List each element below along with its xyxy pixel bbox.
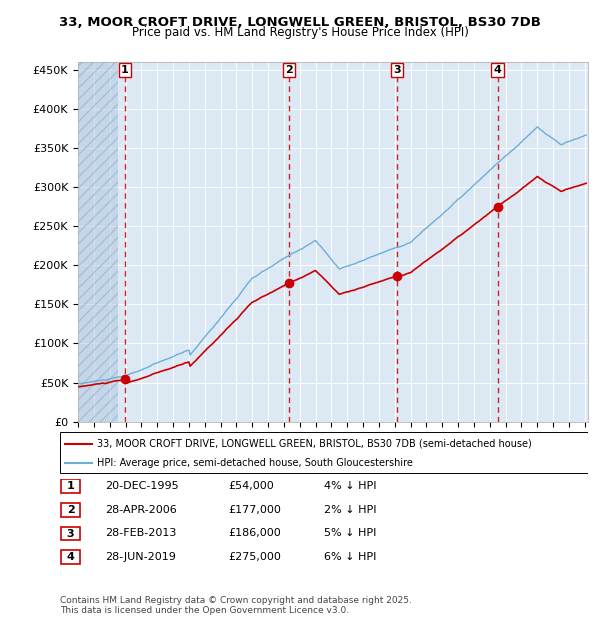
Text: £54,000: £54,000 <box>228 481 274 491</box>
Text: 3: 3 <box>67 528 74 539</box>
Text: 5% ↓ HPI: 5% ↓ HPI <box>324 528 376 538</box>
Text: 28-APR-2006: 28-APR-2006 <box>105 505 177 515</box>
FancyBboxPatch shape <box>60 432 588 474</box>
Text: 2: 2 <box>285 64 293 75</box>
Text: 2: 2 <box>67 505 74 515</box>
FancyBboxPatch shape <box>61 479 80 494</box>
Text: 1: 1 <box>67 481 74 492</box>
FancyBboxPatch shape <box>61 503 80 517</box>
Text: 20-DEC-1995: 20-DEC-1995 <box>105 481 179 491</box>
Bar <box>78 62 118 422</box>
Text: 2% ↓ HPI: 2% ↓ HPI <box>324 505 377 515</box>
Text: £177,000: £177,000 <box>228 505 281 515</box>
Text: HPI: Average price, semi-detached house, South Gloucestershire: HPI: Average price, semi-detached house,… <box>97 458 413 469</box>
Text: 4: 4 <box>494 64 502 75</box>
FancyBboxPatch shape <box>61 550 80 564</box>
Text: Price paid vs. HM Land Registry's House Price Index (HPI): Price paid vs. HM Land Registry's House … <box>131 26 469 39</box>
Text: £186,000: £186,000 <box>228 528 281 538</box>
Text: 28-FEB-2013: 28-FEB-2013 <box>105 528 176 538</box>
FancyBboxPatch shape <box>61 526 80 541</box>
Text: 6% ↓ HPI: 6% ↓ HPI <box>324 552 376 562</box>
Text: 4% ↓ HPI: 4% ↓ HPI <box>324 481 377 491</box>
Text: £275,000: £275,000 <box>228 552 281 562</box>
Text: 33, MOOR CROFT DRIVE, LONGWELL GREEN, BRISTOL, BS30 7DB (semi-detached house): 33, MOOR CROFT DRIVE, LONGWELL GREEN, BR… <box>97 439 532 449</box>
Text: 33, MOOR CROFT DRIVE, LONGWELL GREEN, BRISTOL, BS30 7DB: 33, MOOR CROFT DRIVE, LONGWELL GREEN, BR… <box>59 16 541 29</box>
Text: 4: 4 <box>67 552 74 562</box>
Text: 28-JUN-2019: 28-JUN-2019 <box>105 552 176 562</box>
Text: Contains HM Land Registry data © Crown copyright and database right 2025.
This d: Contains HM Land Registry data © Crown c… <box>60 596 412 615</box>
Text: 1: 1 <box>121 64 129 75</box>
Text: 3: 3 <box>394 64 401 75</box>
